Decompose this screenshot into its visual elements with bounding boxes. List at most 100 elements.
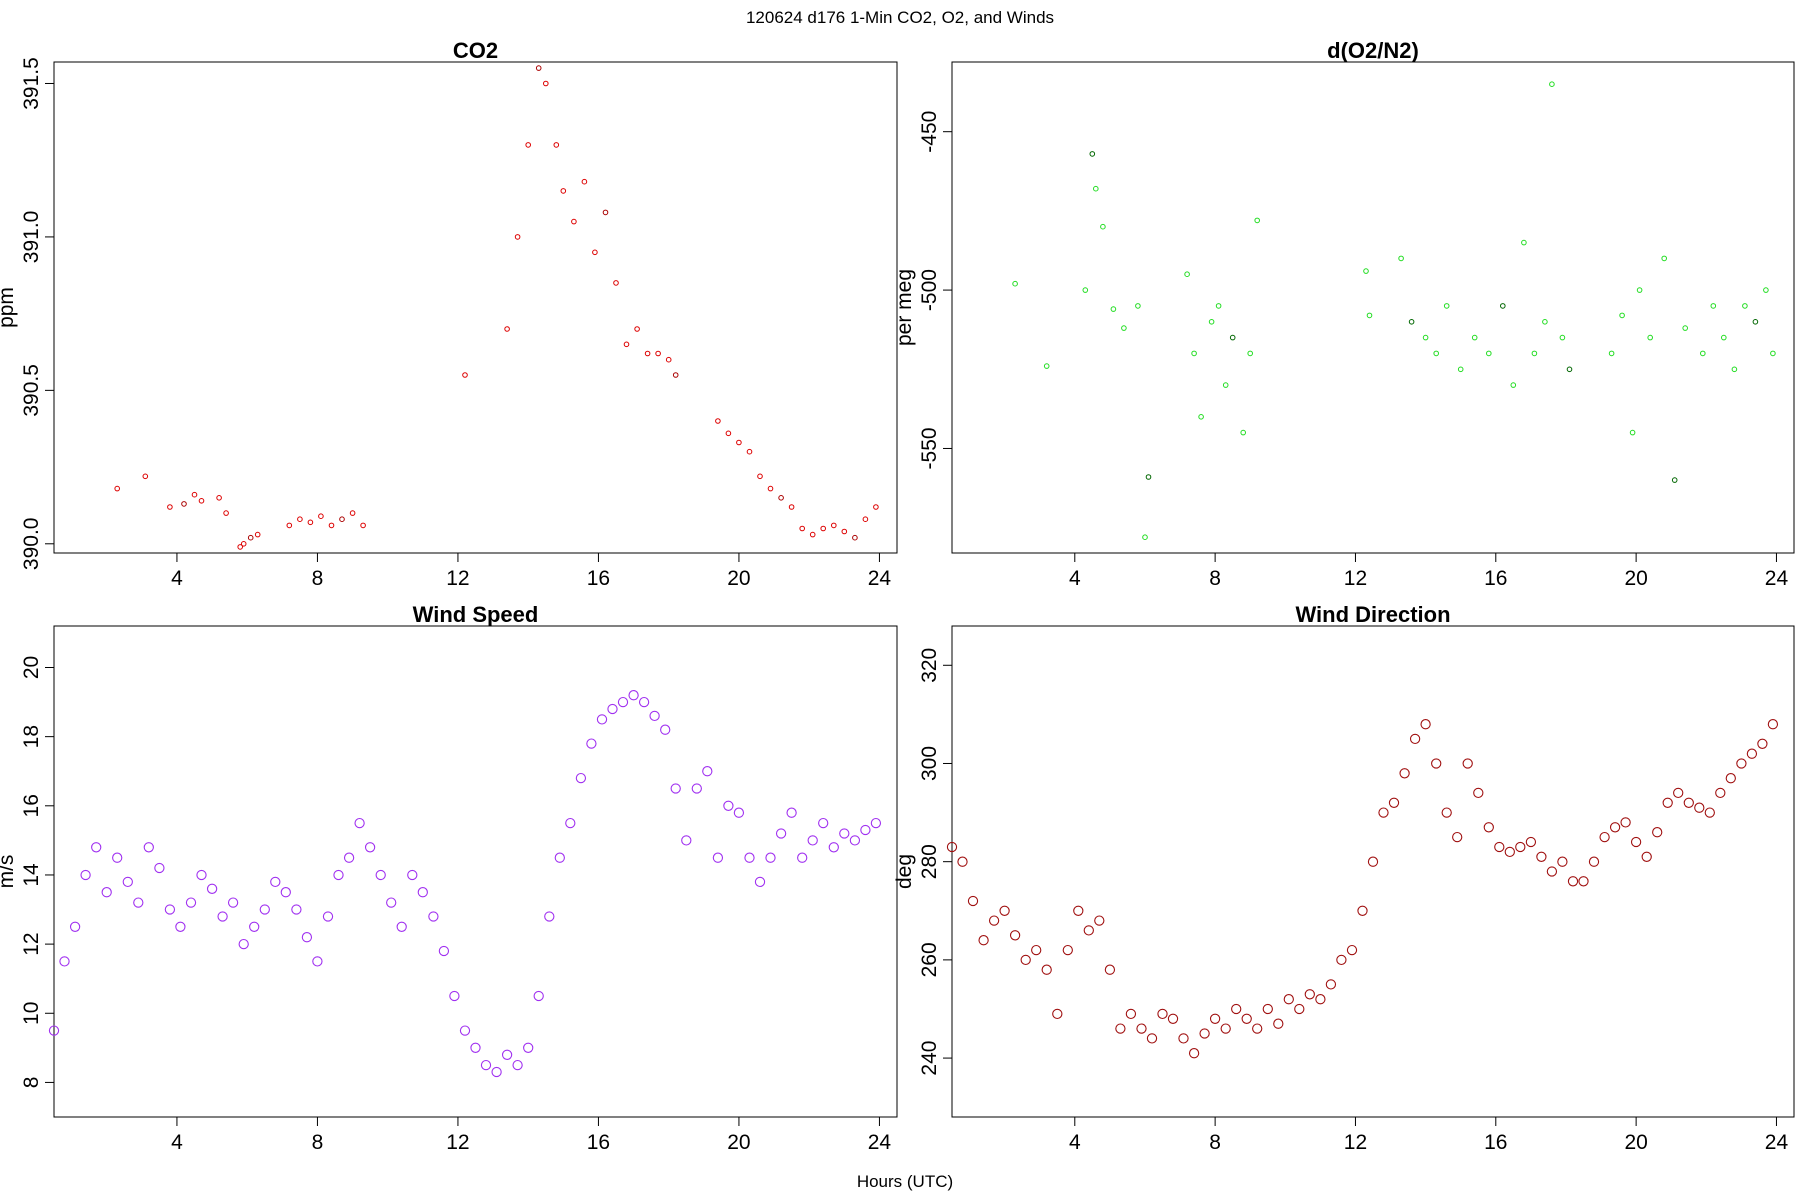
data-point [767, 485, 774, 492]
x-tick-label: 20 [1624, 1131, 1647, 1154]
data-point [613, 280, 619, 286]
data-point [723, 800, 734, 811]
data-point [1578, 876, 1589, 887]
data-point [1525, 836, 1537, 848]
x-tick-label: 16 [1484, 1131, 1507, 1154]
data-point [407, 869, 418, 881]
data-point [523, 1042, 534, 1053]
data-point [638, 696, 650, 708]
y-tick-label: 14 [20, 863, 43, 887]
data-point [237, 544, 243, 550]
data-point [1073, 905, 1084, 916]
data-point [491, 1066, 502, 1078]
y-tick-label: 280 [918, 844, 941, 879]
data-point [852, 534, 858, 541]
data-point [1031, 944, 1042, 956]
data-point [1399, 768, 1410, 779]
data-point [988, 915, 1000, 926]
data-point [1052, 1008, 1063, 1020]
x-tick-label: 12 [446, 1131, 469, 1154]
data-point [1262, 1003, 1273, 1015]
data-point [1694, 802, 1705, 813]
data-point [1752, 319, 1759, 325]
data-series [48, 690, 882, 1078]
data-point [364, 842, 376, 853]
data-point [1110, 306, 1117, 312]
data-point [778, 495, 784, 501]
x-tick-label: 12 [1344, 1131, 1367, 1154]
data-point [725, 430, 732, 437]
data-point [1682, 325, 1688, 331]
data-point [1662, 797, 1673, 808]
data-point [1433, 350, 1439, 357]
x-tick-label: 4 [1069, 567, 1081, 590]
data-point [757, 473, 763, 480]
data-point [1443, 303, 1450, 309]
data-point [1178, 1033, 1189, 1044]
data-point [322, 911, 334, 922]
data-point [449, 990, 460, 1002]
data-point [1231, 1003, 1242, 1015]
data-point [459, 1025, 471, 1036]
y-axis-label: ppm [0, 287, 18, 328]
data-point [1641, 851, 1652, 862]
data-point [596, 714, 608, 725]
data-point [1521, 239, 1527, 246]
data-point [634, 326, 640, 332]
data-point [1315, 994, 1326, 1005]
data-point [565, 817, 576, 829]
data-point [839, 828, 850, 839]
data-point [1431, 758, 1442, 769]
data-point [1273, 1018, 1284, 1029]
data-point [860, 824, 871, 836]
data-point [339, 516, 345, 523]
data-point [831, 522, 837, 529]
data-point [681, 835, 692, 846]
data-point [1515, 841, 1526, 853]
data-point [1363, 268, 1369, 274]
data-point [48, 1025, 60, 1036]
data-point [1199, 1028, 1210, 1039]
x-axis-label: Hours (UTC) [857, 1172, 953, 1191]
x-tick-label: 24 [868, 567, 892, 590]
data-point [715, 418, 721, 424]
y-tick-label: 16 [20, 794, 43, 817]
data-point [360, 522, 366, 529]
data-point [59, 956, 70, 967]
data-point [1721, 334, 1727, 341]
data-point [154, 862, 165, 874]
data-point [1009, 930, 1021, 941]
data-point [1767, 719, 1779, 730]
data-point [1567, 876, 1579, 887]
data-point [417, 887, 428, 898]
data-point [1082, 287, 1089, 293]
data-point [1208, 319, 1215, 325]
data-point [1504, 846, 1515, 858]
y-tick-label: 12 [20, 932, 43, 955]
y-tick-label: -550 [918, 427, 941, 469]
data-point [1157, 1008, 1168, 1020]
data-point [554, 852, 565, 863]
y-tick-label: 390.5 [20, 364, 43, 417]
data-point [978, 935, 989, 946]
data-point [1566, 366, 1573, 373]
data-point [428, 911, 439, 922]
y-axis-label: m/s [0, 855, 18, 889]
data-point [354, 817, 365, 829]
data-point [1240, 429, 1246, 436]
data-point [1304, 989, 1315, 1000]
data-point [1673, 787, 1684, 799]
data-point [216, 495, 222, 501]
data-point [544, 911, 555, 922]
data-point [1652, 827, 1663, 838]
data-point [592, 249, 598, 256]
y-tick-label: 390.0 [20, 518, 43, 571]
data-point [133, 897, 144, 908]
data-point [1630, 836, 1642, 848]
data-point [291, 904, 302, 915]
data-point [1254, 217, 1260, 224]
y-tick-label: 320 [918, 648, 941, 683]
data-point [560, 188, 567, 194]
data-point [1531, 350, 1538, 357]
data-point [644, 350, 651, 357]
